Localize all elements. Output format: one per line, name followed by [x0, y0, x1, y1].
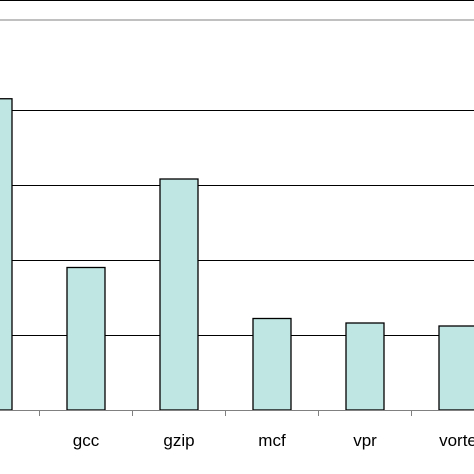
- bar: [159, 178, 199, 411]
- bar: [252, 317, 292, 411]
- x-tick-label: mcf: [258, 431, 286, 450]
- x-tick-label: vpr: [353, 431, 377, 450]
- bar: [0, 98, 13, 411]
- x-tick-label: vorte: [439, 431, 474, 450]
- bar: [66, 266, 106, 411]
- bars: [0, 98, 474, 411]
- x-tick-label: gcc: [73, 431, 100, 450]
- bar: [345, 322, 385, 411]
- x-tick-label: gzip: [163, 431, 194, 450]
- x-axis: [0, 410, 474, 416]
- x-tick-labels: pgccgzipmcfvprvorte: [73, 431, 474, 450]
- bar: [438, 325, 474, 411]
